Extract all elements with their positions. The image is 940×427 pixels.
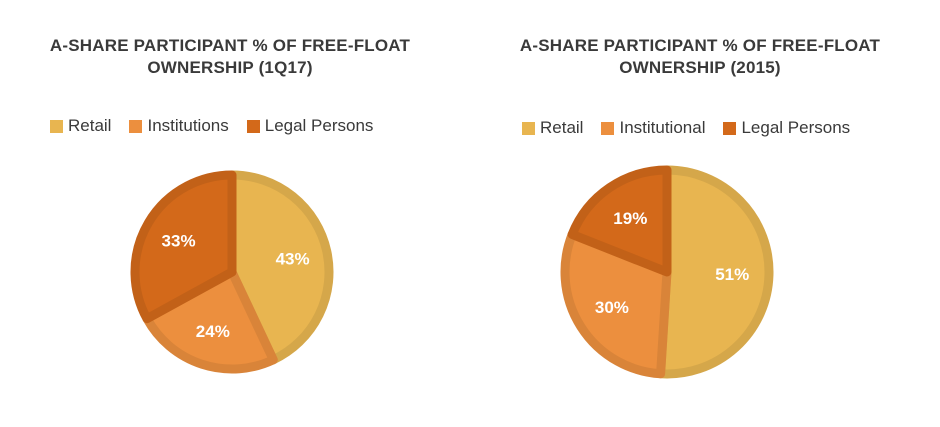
chart-title-line-1: A-SHARE PARTICIPANT % OF FREE-FLOAT <box>519 36 881 55</box>
pie-slice-legal-persons <box>567 165 672 277</box>
pie-chart-2015: A-SHARE PARTICIPANT % OF FREE-FLOAT OWNE… <box>460 0 940 427</box>
chart-legend: Retail Institutional Legal Persons <box>522 118 868 138</box>
legend-swatch <box>50 119 63 133</box>
pie-plot: 43% 24% 33% <box>130 170 334 374</box>
legend-item-legal-persons: Legal Persons <box>723 118 850 138</box>
pie-chart-1q17: A-SHARE PARTICIPANT % OF FREE-FLOAT OWNE… <box>0 0 460 427</box>
chart-title-line-2: OWNERSHIP (1Q17) <box>147 58 313 77</box>
legend-swatch <box>601 121 615 135</box>
pie-slice-label-retail: 51% <box>715 265 749 284</box>
legend-label: Legal Persons <box>741 118 851 137</box>
legend-label: Institutional <box>619 118 706 137</box>
pie-plot: 51% 30% 19% <box>560 165 774 379</box>
legend-swatch <box>246 119 260 133</box>
pie-slice-label-retail: 43% <box>276 249 310 268</box>
legend-label: Institutions <box>147 116 229 135</box>
pie-slice-institutions <box>142 267 278 374</box>
pie-slice-label-legal-persons: 19% <box>613 209 647 228</box>
legend-item-institutional: Institutional <box>601 118 705 138</box>
legend-swatch <box>723 121 737 135</box>
pie-slice-retail <box>656 165 774 379</box>
legend-label: Legal Persons <box>264 116 374 135</box>
chart-title-line-2: OWNERSHIP (2015) <box>619 58 781 77</box>
chart-legend: Retail Institutions Legal Persons <box>50 116 391 136</box>
legend-label: Retail <box>540 118 584 137</box>
chart-title: A-SHARE PARTICIPANT % OF FREE-FLOAT OWNE… <box>460 35 940 79</box>
legend-item-retail: Retail <box>522 118 583 138</box>
pie-slice-label-legal-persons: 33% <box>162 231 196 250</box>
legend-swatch <box>522 121 535 135</box>
pie-slice-label-institutional: 30% <box>595 298 629 317</box>
pie-slice-label-institutions: 24% <box>196 322 230 341</box>
legend-swatch <box>129 119 143 133</box>
chart-title-line-1: A-SHARE PARTICIPANT % OF FREE-FLOAT <box>49 36 411 55</box>
pie-slice-legal-persons <box>130 170 237 324</box>
legend-item-legal-persons: Legal Persons <box>246 116 374 136</box>
legend-item-institutions: Institutions <box>129 116 229 136</box>
legend-label: Retail <box>68 116 112 135</box>
pie-slice-institutional <box>560 229 672 379</box>
chart-title: A-SHARE PARTICIPANT % OF FREE-FLOAT OWNE… <box>0 35 460 79</box>
legend-item-retail: Retail <box>50 116 111 136</box>
